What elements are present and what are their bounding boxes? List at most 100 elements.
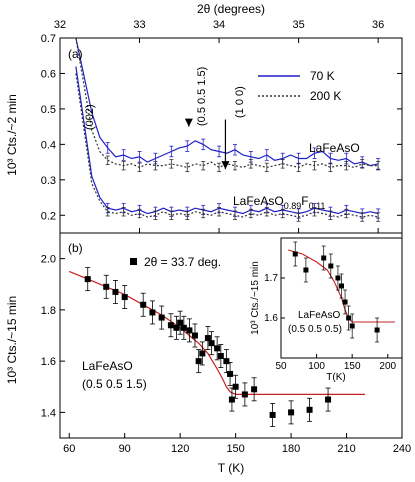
panel-b-data-point	[186, 318, 193, 343]
legend-200k-label: 200 K	[310, 89, 341, 103]
panel-a-error-bar	[201, 160, 206, 171]
panel-b-data-point	[251, 377, 258, 402]
panel-b-data-point	[232, 374, 239, 399]
panel-a-error-bar	[105, 142, 110, 154]
inset-data-point	[339, 273, 344, 299]
panel-a-error-bar	[344, 208, 349, 219]
panel-b-data-point	[208, 331, 215, 356]
panel-b-x-axis-label: T (K)	[218, 461, 244, 475]
panel-b-data-point	[103, 274, 110, 299]
panel-b-y-tick-label: 1.4	[41, 407, 56, 419]
inset-y-ticks: 1.6 1.7	[264, 273, 285, 324]
panel-a-error-bar	[312, 160, 317, 171]
inset-y-tick-label: 1.6	[264, 313, 278, 324]
panel-b-data-point	[214, 336, 221, 361]
peak-arrow-head	[221, 161, 230, 170]
panel-a-x-axis-label: 2θ (degrees)	[197, 2, 265, 16]
panel-b-points	[84, 267, 332, 427]
panel-a-error-bar	[296, 162, 301, 173]
panel-b-x-tick-label: 120	[171, 443, 189, 455]
panel-a-y-ticks: 0.2 0.3 0.4 0.5 0.6 0.7	[41, 33, 402, 222]
panel-b-label: (b)	[68, 241, 83, 255]
panel-b-x-tick-label: 90	[119, 443, 131, 455]
panel-a-arrows	[184, 118, 230, 170]
panel-b-y-tick-label: 2.0	[41, 254, 56, 266]
panel-b-data-point	[199, 341, 206, 366]
panel-a-series-line	[75, 38, 379, 169]
panel-b-data-point	[191, 323, 198, 348]
panel-b-data-point	[173, 315, 180, 340]
panel-b-x-tick-label: 240	[393, 443, 411, 455]
panel-b-data-point	[177, 310, 184, 335]
panel-b-data-point	[84, 267, 91, 292]
panel-b-data-point	[204, 326, 211, 350]
panel-b-data-point	[325, 387, 332, 412]
panel-a-error-bar	[201, 138, 206, 151]
inset-plot: 50 100 150 200 1.6 1.7 T(K) 10³ Cts./~15 min…	[250, 237, 403, 383]
panel-b-data-point	[217, 344, 224, 368]
panel-a-error-bar	[344, 160, 349, 171]
panel-a-error-bar	[121, 207, 126, 217]
panel-a-error-bar	[360, 159, 365, 169]
panel-a-error-bar	[232, 143, 237, 156]
peak-arrow-head	[184, 118, 193, 127]
panel-b-data-point	[223, 349, 230, 374]
panel-b-x-tick-label: 210	[337, 443, 355, 455]
panel-a-error-bar	[185, 140, 190, 152]
panel-a-error-bar	[232, 160, 237, 171]
panel-a: 32 33 34 35 36 0.2 0.3 0.4 0.5 0.6 0.7 (a) 2θ (de…	[5, 2, 403, 234]
inset-y-axis-label: 10³ Cts./~15 min	[250, 261, 261, 335]
panel-a-error-bar	[217, 162, 222, 173]
panel-a-error-bar	[280, 208, 285, 219]
inset-data-point	[346, 305, 352, 331]
panel-b-data-point	[140, 292, 147, 317]
inset-data-point	[292, 241, 298, 267]
panel-b: 60 90 120 150 180 210 240 1.4 1.6 1.8 2.0 (b) T (…	[5, 232, 411, 475]
panel-a-error-bar	[248, 159, 253, 169]
panel-b-y-axis-label: 10³ Cts./~15 min	[5, 296, 19, 384]
panel-b-x-tick-label: 150	[226, 443, 244, 455]
panel-a-error-bar	[153, 210, 158, 220]
panel-a-y-tick-label: 0.3	[41, 175, 56, 187]
inset-x-ticks: 50 100 150 200	[275, 354, 397, 372]
panel-a-y-tick-label: 0.2	[41, 210, 56, 222]
panel-b-data-point	[195, 349, 202, 374]
panel-b-data-point	[306, 397, 313, 422]
panel-b-y-tick-label: 1.6	[41, 356, 56, 368]
annotation-half-half-threehalf: (0.5 0.5 1.5)	[196, 67, 208, 126]
panel-a-error-bar	[312, 207, 317, 217]
panel-a-x-tick-label: 33	[133, 19, 145, 31]
inset-data-point	[303, 257, 309, 283]
panel-b-data-point	[112, 280, 119, 304]
label-lafeaso: LaFeAsO	[309, 141, 360, 155]
panel-a-x-tick-label: 36	[372, 19, 384, 31]
panel-a-error-bar	[137, 151, 142, 163]
panel-a-x-tick-label: 34	[213, 19, 225, 31]
legend-square-marker	[130, 258, 137, 265]
panel-a-error-bar	[360, 212, 365, 222]
panel-a-error-bar	[169, 210, 174, 220]
panel-a-error-bar	[296, 212, 301, 222]
panel-b-data-point	[288, 400, 295, 425]
panel-a-error-bar	[169, 159, 174, 169]
panel-a-x-tick-label: 32	[54, 19, 66, 31]
panel-a-series-line	[75, 73, 379, 218]
panel-a-label: (a)	[68, 47, 83, 61]
inset-points	[292, 241, 380, 343]
panel-a-error-bar	[264, 149, 269, 161]
panel-a-error-bar	[280, 159, 285, 169]
panel-a-error-bar	[376, 160, 381, 171]
panel-a-error-bar	[121, 149, 126, 161]
panel-a-error-bar	[328, 210, 333, 220]
panel-a-error-bar	[153, 160, 158, 171]
panel-b-data-point	[149, 300, 156, 325]
panel-b-x-tick-label: 180	[282, 443, 300, 455]
panel-b-data-point	[121, 285, 128, 309]
panel-a-error-bar	[137, 162, 142, 173]
inset-x-axis-label: T(K)	[326, 372, 345, 383]
legend-70k-label: 70 K	[310, 69, 335, 83]
panel-b-x-tick-label: 60	[63, 443, 75, 455]
panel-a-y-tick-label: 0.5	[41, 104, 56, 116]
panel-a-error-bar	[376, 212, 381, 222]
